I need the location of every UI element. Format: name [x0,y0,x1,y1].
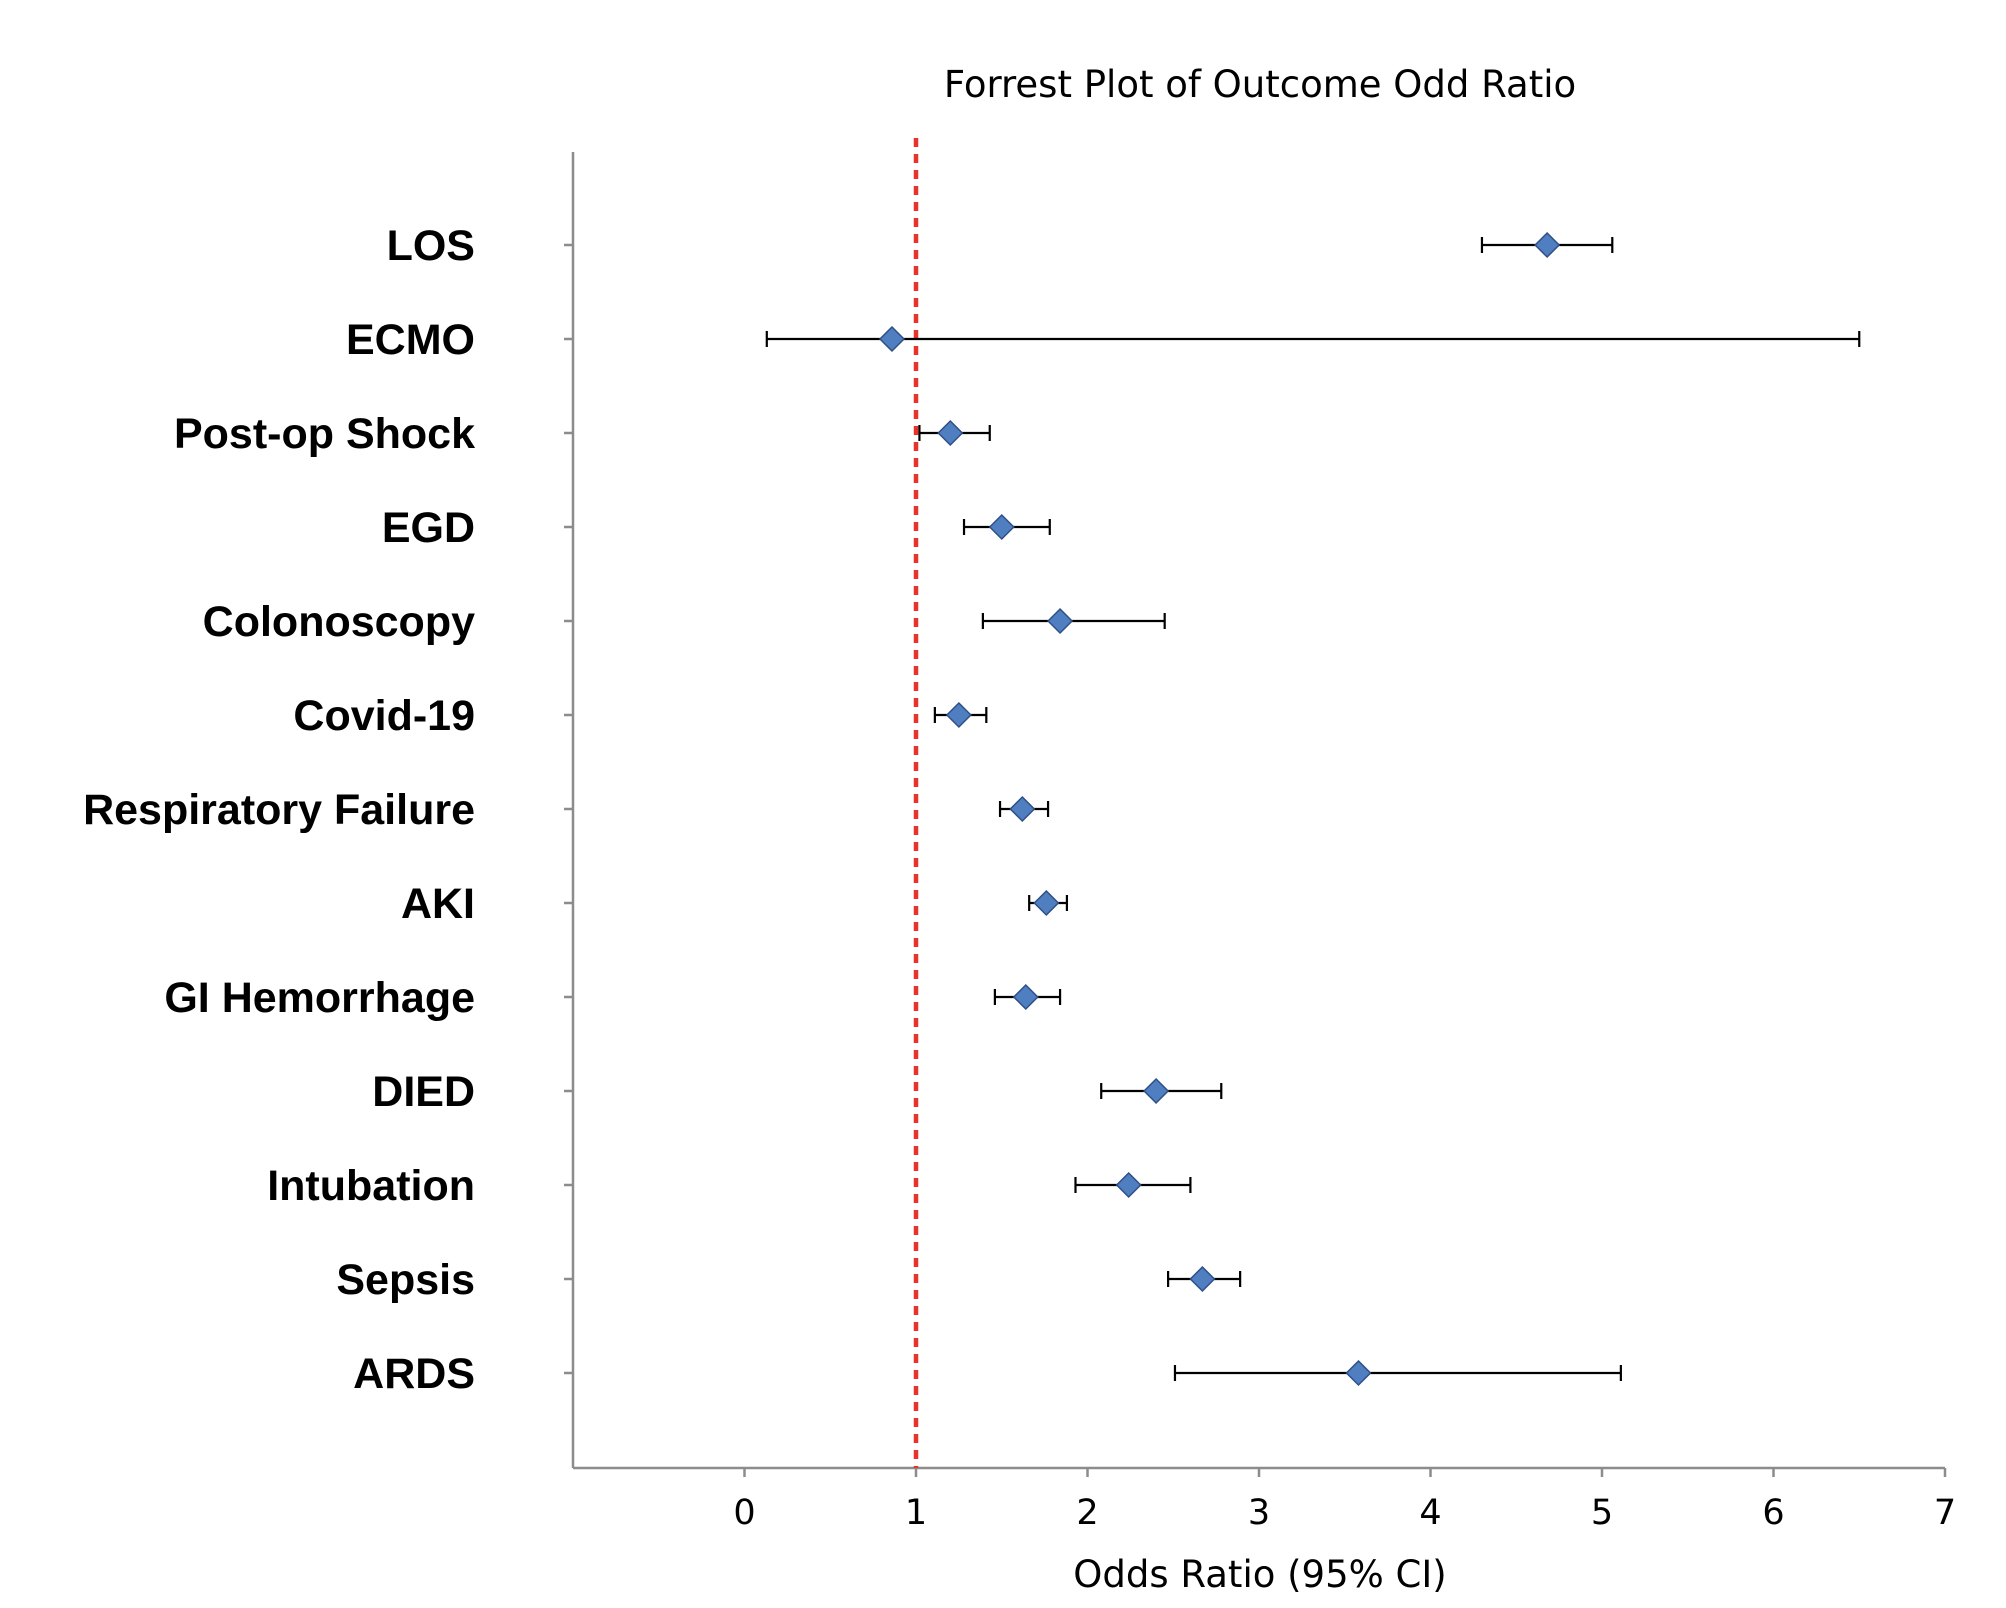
x-tick-label: 2 [1076,1493,1098,1533]
estimate-marker [945,701,972,729]
category-label: ARDS [353,1350,475,1398]
estimate-marker [878,325,906,353]
category-label: ECMO [346,316,475,364]
x-tick-label: 5 [1591,1493,1613,1533]
estimate-marker [1534,231,1561,259]
category-label: Intubation [267,1162,475,1210]
x-tick-label: 6 [1762,1493,1784,1533]
estimate-marker [1189,1265,1216,1293]
x-tick-label: 7 [1934,1493,1956,1533]
category-label: Colonoscopy [203,598,475,646]
category-label: DIED [372,1068,475,1116]
category-label: GI Hemorrhage [164,974,475,1022]
estimate-marker [1046,607,1074,635]
estimate-marker [1009,795,1036,823]
estimate-marker [988,513,1015,541]
estimate-marker [1012,983,1039,1011]
x-tick-label: 3 [1248,1493,1270,1533]
category-label: EGD [382,504,475,552]
category-label: Post-op Shock [174,410,475,458]
category-label: Respiratory Failure [83,786,475,834]
x-tick-label: 4 [1419,1493,1441,1533]
plot-area: 0 1 2 3 4 5 6 7 LOS ECMO Post-op Shock EGD Colonosco… [83,138,1956,1533]
estimate-marker [937,419,964,447]
estimate-marker [1345,1359,1372,1387]
chart-title: Forrest Plot of Outcome Odd Ratio [944,63,1576,106]
estimate-marker [1033,889,1060,917]
estimate-marker [1115,1171,1142,1199]
category-label: Sepsis [336,1256,475,1304]
category-label: Covid-19 [293,692,475,740]
x-axis-title: Odds Ratio (95% CI) [1073,1553,1447,1596]
estimate-marker [1143,1077,1170,1105]
x-tick-label: 0 [733,1493,755,1533]
x-tick-label: 1 [905,1493,927,1533]
category-label: AKI [401,880,475,928]
category-label: LOS [387,222,475,270]
